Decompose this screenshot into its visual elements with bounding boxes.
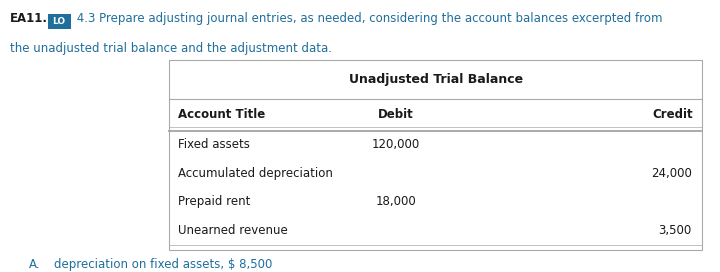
Text: Accumulated depreciation: Accumulated depreciation xyxy=(178,167,333,180)
Text: Credit: Credit xyxy=(653,109,693,121)
Text: 18,000: 18,000 xyxy=(376,196,416,208)
Text: 3,500: 3,500 xyxy=(659,224,692,237)
Text: Unearned revenue: Unearned revenue xyxy=(178,224,287,237)
FancyBboxPatch shape xyxy=(48,14,71,29)
Text: A.: A. xyxy=(29,258,40,271)
Text: Account Title: Account Title xyxy=(178,109,265,121)
FancyBboxPatch shape xyxy=(169,60,702,250)
Text: EA11.: EA11. xyxy=(10,12,48,25)
Text: 120,000: 120,000 xyxy=(372,138,420,151)
Text: 24,000: 24,000 xyxy=(651,167,692,180)
Text: Unadjusted Trial Balance: Unadjusted Trial Balance xyxy=(348,73,523,86)
Text: depreciation on fixed assets, $ 8,500: depreciation on fixed assets, $ 8,500 xyxy=(54,258,272,271)
Text: 4.3 Prepare adjusting journal entries, as needed, considering the account balanc: 4.3 Prepare adjusting journal entries, a… xyxy=(73,12,662,25)
Text: the unadjusted trial balance and the adjustment data.: the unadjusted trial balance and the adj… xyxy=(10,42,332,55)
Text: Fixed assets: Fixed assets xyxy=(178,138,250,151)
Text: LO: LO xyxy=(53,17,66,26)
Text: Debit: Debit xyxy=(378,109,414,121)
Text: Prepaid rent: Prepaid rent xyxy=(178,196,251,208)
